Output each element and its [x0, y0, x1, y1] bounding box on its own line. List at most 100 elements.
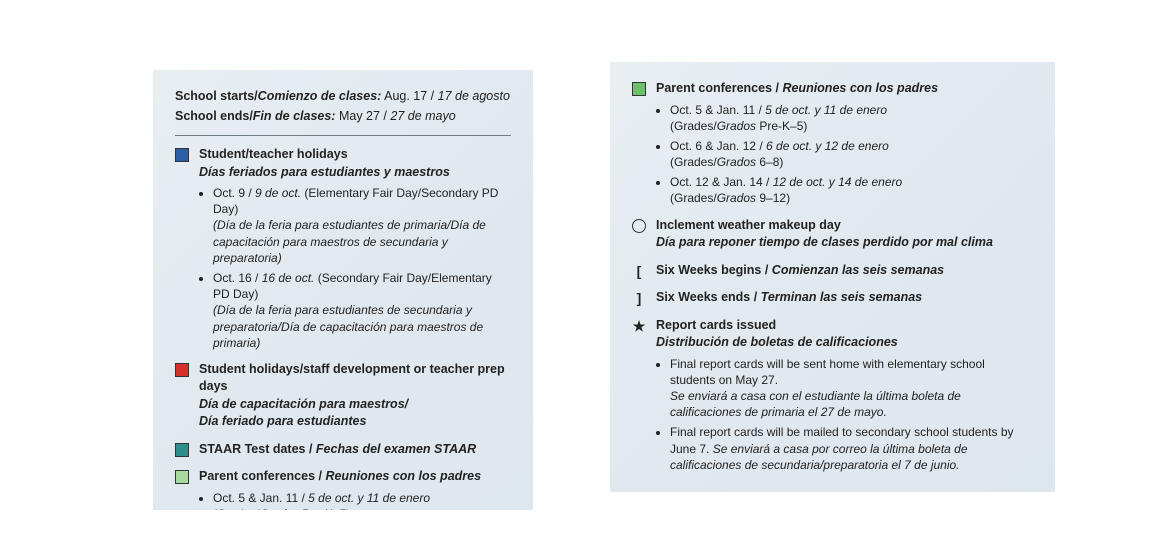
list-item: Oct. 16 / 16 de oct. (Secondary Fair Day…	[213, 270, 511, 351]
legend-parent-right: Parent conferences / Reuniones con los p…	[632, 80, 1033, 207]
legend-staffdev-en: Student holidays/staff development or te…	[199, 362, 505, 394]
text: 9–12)	[756, 191, 790, 205]
close-bracket-icon: ]	[632, 291, 646, 305]
legend-staar-title: STAAR Test dates / Fechas del examen STA…	[199, 441, 476, 459]
school-starts-value-es: 17 de agosto	[438, 89, 510, 103]
text: Oct. 16 /	[213, 271, 262, 285]
legend-parent-right-bullets: Oct. 5 & Jan. 11 / 5 de oct. y 11 de ene…	[670, 102, 1033, 207]
legend-column-left: School starts/Comienzo de clases: Aug. 1…	[153, 70, 533, 510]
legend-six-begins-es: Comienzan las seis semanas	[772, 263, 944, 277]
legend-staar-en: STAAR Test dates /	[199, 442, 316, 456]
legend-staffdev-es1: Día de capacitación para maestros/	[199, 396, 511, 414]
legend-six-ends-title: Six Weeks ends / Terminan las seis seman…	[656, 289, 922, 307]
school-starts-label-es: Comienzo de clases:	[258, 89, 382, 103]
school-ends: School ends/Fin de clases: May 27 / 27 d…	[175, 108, 511, 126]
text: Se enviará a casa por correo la última b…	[670, 442, 968, 472]
open-bracket-icon: [	[632, 264, 646, 278]
school-starts-label-en: School starts/	[175, 89, 258, 103]
star-icon: ★	[632, 319, 646, 333]
text: Oct. 6 & Jan. 12 /	[670, 139, 766, 153]
text: (Día de la feria para estudiantes de pri…	[213, 218, 486, 264]
legend-report-es: Distribución de boletas de calificacione…	[656, 334, 898, 352]
text: Grados	[717, 155, 756, 169]
legend-parent-left: Parent conferences / Reuniones con los p…	[175, 468, 511, 510]
square-icon	[175, 363, 189, 377]
text: 16 de oct.	[262, 271, 315, 285]
legend-holidays: Student/teacher holidays Días feriados p…	[175, 146, 511, 351]
legend-weather-title: Inclement weather makeup day Día para re…	[656, 217, 993, 252]
square-icon	[175, 148, 189, 162]
text: (Día de la feria para estudiantes de sec…	[213, 303, 483, 349]
legend-parent-left-bullets: Oct. 5 & Jan. 11 / 5 de oct. y 11 de ene…	[213, 490, 511, 510]
text: 6–8)	[756, 155, 783, 169]
legend-six-ends-en: Six Weeks ends /	[656, 290, 761, 304]
legend-report-title: Report cards issued Distribución de bole…	[656, 317, 898, 352]
legend-report-en: Report cards issued	[656, 318, 776, 332]
text: 5 de oct. y 11 de enero	[308, 491, 430, 505]
text: 5 de oct. y 11 de enero	[765, 103, 887, 117]
text: Oct. 5 & Jan. 11 /	[670, 103, 765, 117]
legend-holidays-bullets: Oct. 9 / 9 de oct. (Elementary Fair Day/…	[213, 185, 511, 351]
list-item: Oct. 5 & Jan. 11 / 5 de oct. y 11 de ene…	[670, 102, 1033, 134]
legend-parent-en: Parent conferences /	[199, 469, 325, 483]
legend-six-begins-title: Six Weeks begins / Comienzan las seis se…	[656, 262, 944, 280]
text: Oct. 5 & Jan. 11 /	[213, 491, 308, 505]
legend-parent-es: Reuniones con los padres	[325, 469, 481, 483]
school-ends-label-es: Fin de clases:	[253, 109, 336, 123]
text: (Grades/	[670, 191, 717, 205]
legend-staffdev-es2: Día feriado para estudiantes	[199, 413, 511, 431]
school-ends-value-en: May 27 /	[335, 109, 390, 123]
text: Grados	[260, 507, 299, 510]
legend-parent-right-title: Parent conferences / Reuniones con los p…	[656, 80, 938, 98]
text: 12 de oct. y 14 de enero	[773, 175, 902, 189]
text: Oct. 12 & Jan. 14 /	[670, 175, 773, 189]
text: (Grades/	[213, 507, 260, 510]
legend-report: ★ Report cards issued Distribución de bo…	[632, 317, 1033, 473]
text: (Grades/	[670, 155, 717, 169]
divider	[175, 135, 511, 136]
legend-staar-es: Fechas del examen STAAR	[316, 442, 476, 456]
legend-six-begins-en: Six Weeks begins /	[656, 263, 772, 277]
text: Oct. 9 /	[213, 186, 255, 200]
legend-holidays-title: Student/teacher holidays Días feriados p…	[199, 146, 450, 181]
legend-six-ends: ] Six Weeks ends / Terminan las seis sem…	[632, 289, 1033, 307]
school-ends-label-en: School ends/	[175, 109, 253, 123]
legend-parent-en: Parent conferences /	[656, 81, 782, 95]
text: Grados	[717, 119, 756, 133]
text: Se enviará a casa con el estudiante la ú…	[670, 389, 961, 419]
text: 9 de oct.	[255, 186, 301, 200]
school-starts-value-en: Aug. 17 /	[381, 89, 437, 103]
legend-six-begins: [ Six Weeks begins / Comienzan las seis …	[632, 262, 1033, 280]
list-item: Oct. 9 / 9 de oct. (Elementary Fair Day/…	[213, 185, 511, 266]
list-item: Final report cards will be mailed to sec…	[670, 424, 1033, 473]
list-item: Oct. 5 & Jan. 11 / 5 de oct. y 11 de ene…	[213, 490, 511, 510]
legend-six-ends-es: Terminan las seis semanas	[761, 290, 922, 304]
legend-weather-es: Día para reponer tiempo de clases perdid…	[656, 234, 993, 252]
legend-parent-left-title: Parent conferences / Reuniones con los p…	[199, 468, 481, 486]
list-item: Final report cards will be sent home wit…	[670, 356, 1033, 421]
legend-parent-es: Reuniones con los padres	[782, 81, 938, 95]
square-icon	[175, 443, 189, 457]
legend-holidays-en: Student/teacher holidays	[199, 147, 348, 161]
text: (Grades/	[670, 119, 717, 133]
legend-report-bullets: Final report cards will be sent home wit…	[670, 356, 1033, 473]
legend-column-right: Parent conferences / Reuniones con los p…	[610, 62, 1055, 492]
text: Grados	[717, 191, 756, 205]
legend-staffdev: Student holidays/staff development or te…	[175, 361, 511, 431]
legend-holidays-es: Días feriados para estudiantes y maestro…	[199, 164, 450, 182]
school-ends-value-es: 27 de mayo	[390, 109, 455, 123]
square-icon	[632, 82, 646, 96]
text: Final report cards will be sent home wit…	[670, 357, 985, 387]
circle-icon	[632, 219, 646, 233]
legend-weather: Inclement weather makeup day Día para re…	[632, 217, 1033, 252]
text: 6 de oct. y 12 de enero	[766, 139, 889, 153]
legend-staffdev-title: Student holidays/staff development or te…	[199, 361, 511, 431]
list-item: Oct. 6 & Jan. 12 / 6 de oct. y 12 de ene…	[670, 138, 1033, 170]
legend-staar: STAAR Test dates / Fechas del examen STA…	[175, 441, 511, 459]
text: Pre-K–5)	[756, 119, 807, 133]
legend-weather-en: Inclement weather makeup day	[656, 218, 841, 232]
square-icon	[175, 470, 189, 484]
school-dates: School starts/Comienzo de clases: Aug. 1…	[175, 88, 511, 125]
page: School starts/Comienzo de clases: Aug. 1…	[0, 0, 1176, 540]
school-starts: School starts/Comienzo de clases: Aug. 1…	[175, 88, 511, 106]
